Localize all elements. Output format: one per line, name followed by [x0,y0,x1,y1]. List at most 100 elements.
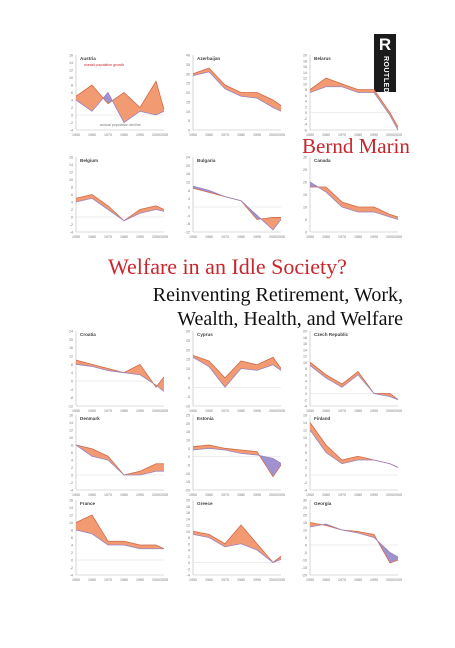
chart-title: Bulgaria [197,158,216,163]
y-tick-label: 12 [303,77,307,81]
area-segment [225,525,241,547]
y-tick-label: -4 [304,123,307,127]
area-segment [193,186,209,193]
y-tick-label: 10 [303,436,307,440]
area-segment [310,78,326,93]
y-tick-label: 6 [71,536,73,540]
x-tick-label: 1960 [322,493,330,497]
y-tick-label: 10 [303,82,307,86]
x-tick-label: 1980 [237,235,245,239]
chart-title: Czech Republic [314,332,349,337]
area-segment [257,92,273,108]
chart-panel: 20 18 16 14 12 10 8 6 4 2 0 -2 -4 1950 1960 1970 1980 199… [303,330,402,416]
series-line [309,429,399,468]
series-line [192,447,282,464]
x-tick-label: 1990 [370,133,378,137]
y-tick-label: -4 [304,405,307,409]
y-tick-label: 10 [186,439,190,443]
y-tick-label: 0 [188,386,190,390]
y-tick-label: 0 [188,206,190,210]
x-tick-label: 1950 [306,578,314,582]
x-tick-label: 2005 [160,133,168,137]
y-tick-label: 0 [305,392,307,396]
x-tick-label: 1990 [136,493,144,497]
area-segment [257,451,260,456]
x-tick-label: 1970 [338,409,346,413]
y-tick-label: 30 [186,330,190,334]
x-tick-label: 2000 [269,133,277,137]
x-tick-label: 2000 [386,133,394,137]
y-tick-label: 20 [303,514,307,518]
y-tick-label: 6 [188,542,190,546]
x-tick-label: 1950 [72,409,80,413]
x-tick-label: 2000 [269,409,277,413]
y-tick-label: 25 [186,339,190,343]
area-segment [76,194,92,202]
y-tick-label: 4 [188,549,190,553]
area-segment [310,362,326,378]
y-tick-label: 16 [186,172,190,176]
x-tick-label: 1970 [338,493,346,497]
y-tick-label: 15 [186,100,190,104]
y-tick-label: 0 [188,129,190,133]
x-tick-label: 2000 [386,409,394,413]
x-tick-label: 2000 [152,493,160,497]
x-tick-label: 1980 [120,578,128,582]
y-tick-label: 4 [71,99,73,103]
x-tick-label: 2000 [386,578,394,582]
y-tick-label: -4 [187,574,190,578]
x-tick-label: 1950 [306,235,314,239]
y-tick-label: 4 [305,459,307,463]
x-tick-label: 1970 [221,493,229,497]
x-tick-label: 2005 [277,133,285,137]
y-tick-label: 10 [186,367,190,371]
x-tick-label: 1990 [136,235,144,239]
y-tick-label: 10 [69,76,73,80]
y-tick-label: -4 [187,214,190,218]
y-tick-label: 8 [305,367,307,371]
series-line [75,514,165,550]
y-tick-label: 6 [71,91,73,95]
area-segment [193,68,209,76]
chart-title: Denmark [80,416,100,421]
y-tick-label: 16 [69,54,73,58]
x-tick-label: 1980 [237,578,245,582]
x-tick-label: 2000 [269,235,277,239]
y-tick-label: -20 [185,489,190,493]
area-segment [377,540,390,563]
chart-panel: 30 25 20 15 10 5 0 -5 -10 -15 -20 1950 1960 1970 1980 1… [302,499,402,585]
area-segment [326,445,342,464]
x-tick-label: 1960 [205,578,213,582]
y-tick-label: 0 [71,559,73,563]
y-tick-label: 0 [305,231,307,235]
x-tick-label: 1950 [189,409,197,413]
x-tick-label: 1990 [253,578,261,582]
x-tick-label: 2005 [277,409,285,413]
y-tick-label: 6 [305,373,307,377]
area-segment [342,202,358,212]
y-tick-label: -15 [185,480,190,484]
y-tick-label: -2 [304,481,307,485]
area-segment [124,364,140,375]
x-tick-label: 1980 [237,493,245,497]
y-tick-label: 4 [71,544,73,548]
x-tick-label: 1960 [322,578,330,582]
y-tick-label: 0 [188,561,190,565]
y-tick-label: 20 [186,422,190,426]
y-tick-label: 24 [186,156,190,160]
x-tick-label: 1950 [72,133,80,137]
y-tick-label: -4 [70,129,73,133]
y-tick-label: 2 [71,466,73,470]
x-tick-label: 1980 [354,578,362,582]
chart-panel: 30 25 20 15 10 5 0 1950 1960 1970 1980 1990 2000 2005… [303,156,402,242]
y-tick-label: 20 [303,181,307,185]
series-line [309,365,399,401]
area-segment [342,456,358,464]
series-line [192,185,282,231]
series-line [309,523,399,558]
chart-panel: 20 18 16 14 12 10 8 6 4 2 0 -2 -4 1950 1960 1970 1980 199… [186,499,285,585]
y-tick-label: 0 [305,111,307,115]
